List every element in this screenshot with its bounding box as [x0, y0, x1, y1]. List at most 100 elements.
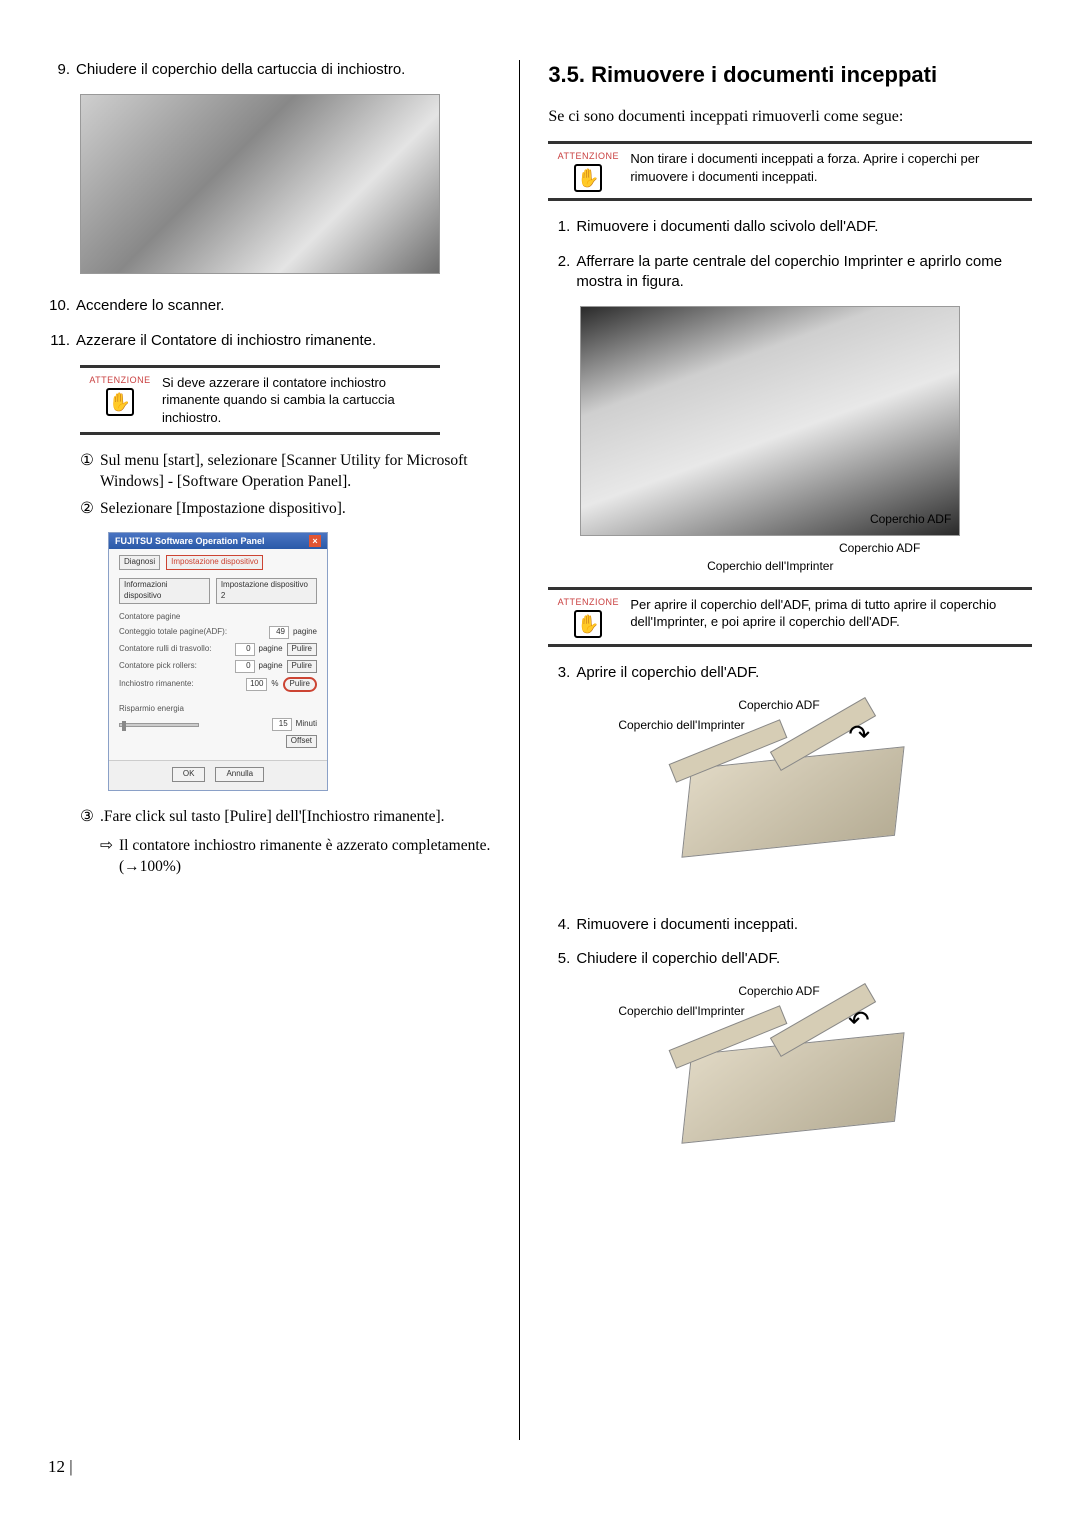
step-text: Chiudere il coperchio della cartuccia di… [76, 60, 491, 80]
step-r1: 1. Rimuovere i documenti dallo scivolo d… [548, 217, 1032, 237]
page-number-value: 12 [48, 1457, 65, 1476]
open-adf-diagram: Coperchio ADF Coperchio dell'Imprinter ↷ [618, 697, 938, 897]
substep-marker: ① [80, 451, 100, 493]
close-adf-diagram: Coperchio ADF Coperchio dell'Imprinter ↷ [618, 983, 938, 1183]
caution-icon: ATTENZIONE ✋ [556, 150, 620, 192]
caution-text: Si deve azzerare il contatore inchiostro… [162, 374, 432, 427]
arrow-icon: ↷ [848, 717, 870, 752]
caution-label: ATTENZIONE [89, 374, 150, 386]
dialog-row-offset: Offset [119, 735, 317, 748]
step-10: 10. Accendere lo scanner. [48, 296, 491, 316]
result-text: Il contatore inchiostro rimanente è azze… [119, 836, 491, 878]
cartridge-photo [80, 94, 440, 274]
row-label: Inchiostro rimanente: [119, 679, 194, 690]
step-9: 9. Chiudere il coperchio della cartuccia… [48, 60, 491, 80]
energy-value: 15 [272, 718, 292, 731]
substep-2: ② Selezionare [Impostazione dispositivo]… [80, 499, 491, 520]
ok-button[interactable]: OK [172, 767, 206, 782]
clear-ink-button[interactable]: Pulire [283, 677, 317, 692]
step-number: 4. [548, 915, 576, 935]
caution-text: Non tirare i documenti inceppati a forza… [630, 150, 1024, 185]
step-11: 11. Azzerare il Contatore di inchiostro … [48, 331, 491, 351]
diagram-adf-label: Coperchio ADF [738, 983, 819, 999]
step-r4: 4. Rimuovere i documenti inceppati. [548, 915, 1032, 935]
dialog-row-rollers: Contatore rulli di trasvollo: 0 pagine P… [119, 643, 317, 656]
substep-text: Sul menu [start], selezionare [Scanner U… [100, 451, 491, 493]
row-value: 49 [269, 626, 289, 639]
scanner-photo: Coperchio ADF [580, 306, 960, 536]
clear-button[interactable]: Pulire [287, 660, 317, 673]
arrow-icon: ↷ [848, 1003, 870, 1038]
hand-icon: ✋ [574, 164, 602, 192]
step-text: Rimuovere i documenti inceppati. [576, 915, 1032, 935]
dialog-body: Diagnosi Impostazione dispositivo Inform… [109, 549, 327, 760]
tab-diagnosi[interactable]: Diagnosi [119, 555, 160, 570]
two-column-layout: 9. Chiudere il coperchio della cartuccia… [48, 60, 1032, 1440]
caution-icon: ATTENZIONE ✋ [88, 374, 152, 416]
energy-slider[interactable] [119, 723, 199, 727]
cancel-button[interactable]: Annulla [215, 767, 264, 782]
right-column: 3.5. Rimuovere i documenti inceppati Se … [520, 60, 1032, 1440]
row-value: 0 [235, 660, 255, 673]
close-icon[interactable]: × [309, 535, 321, 547]
dialog-row-ink: Inchiostro rimanente: 100 % Pulire [119, 677, 317, 692]
step-r5: 5. Chiudere il coperchio dell'ADF. [548, 949, 1032, 969]
row-value: 0 [235, 643, 255, 656]
dialog-row-total: Conteggio totale pagine(ADF): 49 pagine [119, 626, 317, 639]
caution-box-ink: ATTENZIONE ✋ Si deve azzerare il contato… [80, 365, 440, 436]
step-number: 3. [548, 663, 576, 683]
row-label: Conteggio totale pagine(ADF): [119, 627, 227, 638]
diagram-imp-label: Coperchio dell'Imprinter [618, 717, 744, 733]
caution-label: ATTENZIONE [558, 596, 619, 608]
step-number: 5. [548, 949, 576, 969]
row-label: Contatore rulli di trasvollo: [119, 644, 211, 655]
tab-info[interactable]: Informazioni dispositivo [119, 578, 210, 604]
section-heading: 3.5. Rimuovere i documenti inceppati [548, 60, 1032, 90]
step-text: Aprire il coperchio dell'ADF. [576, 663, 1032, 683]
hand-icon: ✋ [574, 610, 602, 638]
row-unit: % [271, 679, 278, 690]
clear-button[interactable]: Pulire [287, 643, 317, 656]
dialog-row-energy: 15 Minuti [119, 718, 317, 731]
caution-box-adf-order: ATTENZIONE ✋ Per aprire il coperchio del… [548, 587, 1032, 647]
dialog-tabs-row2: Informazioni dispositivo Impostazione di… [119, 578, 317, 604]
step-text: Afferrare la parte centrale del coperchi… [576, 252, 1032, 293]
dialog-row-pick: Contatore pick rollers: 0 pagine Pulire [119, 660, 317, 673]
substep-text: Selezionare [Impostazione dispositivo]. [100, 499, 491, 520]
substep-3: ③ .Fare click sul tasto [Pulire] dell'[I… [80, 807, 491, 828]
substep-1: ① Sul menu [start], selezionare [Scanner… [80, 451, 491, 493]
step-number: 2. [548, 252, 576, 293]
step-text: Rimuovere i documenti dallo scivolo dell… [576, 217, 1032, 237]
caution-icon: ATTENZIONE ✋ [556, 596, 620, 638]
tab-impostazione-2[interactable]: Impostazione dispositivo 2 [216, 578, 317, 604]
step-text: Azzerare il Contatore di inchiostro rima… [76, 331, 491, 351]
caution-box-jam: ATTENZIONE ✋ Non tirare i documenti ince… [548, 141, 1032, 201]
row-unit: pagine [293, 627, 317, 638]
page-number: 12 | [48, 1456, 1032, 1479]
dialog-titlebar: FUJITSU Software Operation Panel × [109, 533, 327, 549]
step-number: 9. [48, 60, 76, 80]
step-number: 11. [48, 331, 76, 351]
step-text: Chiudere il coperchio dell'ADF. [576, 949, 1032, 969]
intro-text: Se ci sono documenti inceppati rimuoverl… [548, 106, 1032, 128]
row-unit: pagine [259, 661, 283, 672]
adf-cover-label-below: Coperchio ADF [580, 540, 960, 556]
hand-icon: ✋ [106, 388, 134, 416]
software-operation-panel-dialog: FUJITSU Software Operation Panel × Diagn… [108, 532, 328, 791]
dialog-footer: OK Annulla [109, 760, 327, 790]
caution-text: Per aprire il coperchio dell'ADF, prima … [630, 596, 1024, 631]
row-value: 100 [246, 678, 267, 691]
dialog-section-energy: Risparmio energia [119, 704, 317, 715]
substep-marker: ③ [80, 807, 100, 828]
tab-impostazione-dispositivo[interactable]: Impostazione dispositivo [166, 555, 263, 570]
substep-text: .Fare click sul tasto [Pulire] dell'[Inc… [100, 807, 491, 828]
step-number: 10. [48, 296, 76, 316]
offset-button[interactable]: Offset [286, 735, 317, 748]
row-unit: pagine [259, 644, 283, 655]
diagram-adf-label: Coperchio ADF [738, 697, 819, 713]
dialog-section-label: Contatore pagine [119, 612, 317, 623]
imprinter-cover-label: Coperchio dell'Imprinter [580, 558, 960, 574]
dialog-tabs: Diagnosi Impostazione dispositivo [119, 555, 317, 570]
dialog-title-text: FUJITSU Software Operation Panel [115, 535, 265, 547]
caution-label: ATTENZIONE [558, 150, 619, 162]
